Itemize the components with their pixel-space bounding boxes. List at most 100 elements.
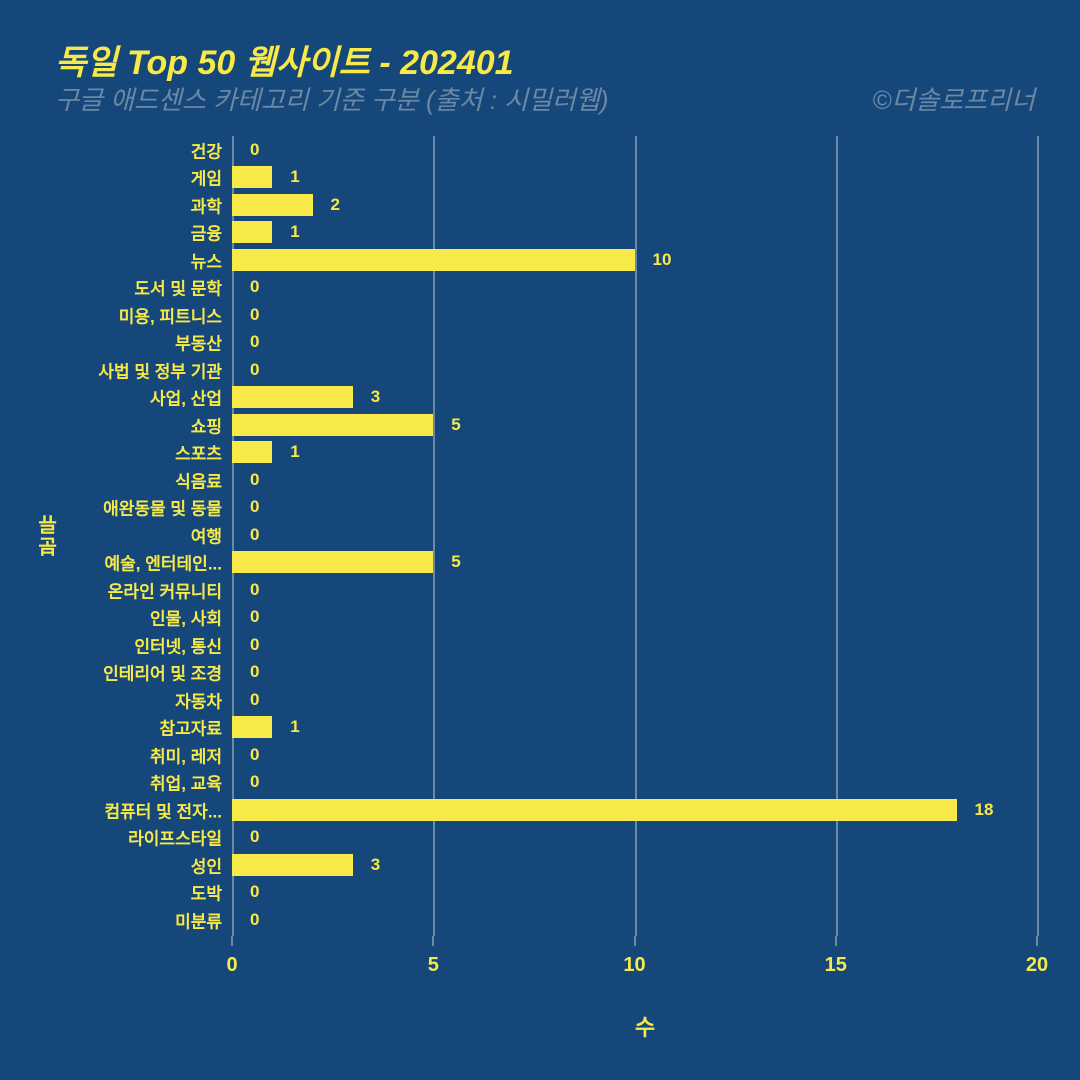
bar — [232, 386, 353, 408]
category-label: 쇼핑 — [191, 412, 222, 437]
x-tick-label: 0 — [226, 954, 237, 977]
value-label: 1 — [290, 167, 299, 187]
x-tick-mark — [231, 936, 233, 946]
category-label: 인물, 사회 — [150, 605, 222, 630]
value-label: 0 — [250, 662, 259, 682]
chart-row: 인테리어 및 조경0 — [232, 659, 1037, 687]
bar — [232, 441, 272, 463]
chart-row: 미용, 피트니스0 — [232, 301, 1037, 329]
value-label: 10 — [653, 250, 672, 270]
chart-row: 온라인 커뮤니티0 — [232, 576, 1037, 604]
chart-row: 스포츠1 — [232, 439, 1037, 467]
chart-row: 자동차0 — [232, 686, 1037, 714]
chart-row: 미분류0 — [232, 906, 1037, 934]
chart-row: 사법 및 정부 기관0 — [232, 356, 1037, 384]
category-label: 뉴스 — [191, 247, 222, 272]
x-axis-title: 수 — [635, 1010, 655, 1042]
category-label: 애완동물 및 동물 — [103, 495, 222, 520]
chart-row: 애완동물 및 동물0 — [232, 494, 1037, 522]
chart-row: 뉴스10 — [232, 246, 1037, 274]
category-label: 컴퓨터 및 전자... — [105, 797, 222, 822]
value-label: 3 — [371, 387, 380, 407]
value-label: 0 — [250, 140, 259, 160]
category-label: 사업, 산업 — [150, 385, 222, 410]
chart-row: 사업, 산업3 — [232, 384, 1037, 412]
value-label: 1 — [290, 222, 299, 242]
value-label: 0 — [250, 690, 259, 710]
x-tick-mark — [835, 936, 837, 946]
category-label: 라이프스타일 — [128, 825, 222, 850]
chart-row: 과학2 — [232, 191, 1037, 219]
value-label: 5 — [451, 415, 460, 435]
value-label: 3 — [371, 855, 380, 875]
category-label: 취미, 레저 — [150, 742, 222, 767]
chart-row: 건강0 — [232, 136, 1037, 164]
category-label: 금융 — [191, 220, 222, 245]
category-label: 게임 — [191, 165, 222, 190]
category-label: 자동차 — [175, 687, 222, 712]
category-label: 부동산 — [175, 330, 222, 355]
value-label: 0 — [250, 332, 259, 352]
x-tick-mark — [1036, 936, 1038, 946]
value-label: 0 — [250, 580, 259, 600]
value-label: 0 — [250, 745, 259, 765]
chart-row: 여행0 — [232, 521, 1037, 549]
category-label: 사법 및 정부 기관 — [98, 357, 222, 382]
chart-row: 취업, 교육0 — [232, 769, 1037, 797]
chart-row: 게임1 — [232, 164, 1037, 192]
category-label: 도서 및 문학 — [134, 275, 222, 300]
value-label: 1 — [290, 717, 299, 737]
bar — [232, 414, 433, 436]
value-label: 0 — [250, 910, 259, 930]
bar — [232, 854, 353, 876]
y-axis-title: 분류 — [35, 513, 64, 557]
gridline — [1037, 136, 1039, 936]
category-label: 건강 — [191, 137, 222, 162]
value-label: 0 — [250, 772, 259, 792]
bar — [232, 716, 272, 738]
chart-row: 금융1 — [232, 219, 1037, 247]
value-label: 0 — [250, 607, 259, 627]
chart-credit: ©더솔로프리너 — [872, 80, 1035, 117]
x-tick-label: 10 — [623, 954, 645, 977]
chart-row: 부동산0 — [232, 329, 1037, 357]
category-label: 과학 — [191, 192, 222, 217]
value-label: 1 — [290, 442, 299, 462]
chart-row: 도박0 — [232, 879, 1037, 907]
chart-row: 라이프스타일0 — [232, 824, 1037, 852]
value-label: 0 — [250, 470, 259, 490]
bar — [232, 799, 957, 821]
value-label: 0 — [250, 497, 259, 517]
bar — [232, 166, 272, 188]
category-label: 온라인 커뮤니티 — [108, 577, 222, 602]
chart-row: 쇼핑5 — [232, 411, 1037, 439]
category-label: 미분류 — [175, 907, 222, 932]
chart-title: 독일 Top 50 웹사이트 - 202401 — [55, 35, 514, 84]
category-label: 도박 — [191, 880, 222, 905]
x-tick-mark — [634, 936, 636, 946]
bar — [232, 249, 635, 271]
category-label: 여행 — [191, 522, 222, 547]
value-label: 0 — [250, 882, 259, 902]
x-axis: 05101520 — [232, 936, 1037, 966]
value-label: 0 — [250, 635, 259, 655]
bar — [232, 551, 433, 573]
value-label: 18 — [975, 800, 994, 820]
bar — [232, 221, 272, 243]
x-tick-label: 15 — [825, 954, 847, 977]
chart-row: 취미, 레저0 — [232, 741, 1037, 769]
value-label: 0 — [250, 277, 259, 297]
category-label: 성인 — [191, 852, 222, 877]
value-label: 0 — [250, 827, 259, 847]
category-label: 미용, 피트니스 — [119, 302, 222, 327]
chart-subtitle: 구글 애드센스 카테고리 기준 구분 (출처 : 시밀러웹) — [55, 80, 609, 117]
value-label: 5 — [451, 552, 460, 572]
chart-plot-area: 건강0게임1과학2금융1뉴스10도서 및 문학0미용, 피트니스0부동산0사법 … — [232, 136, 1037, 936]
chart-row: 식음료0 — [232, 466, 1037, 494]
value-label: 2 — [331, 195, 340, 215]
chart-row: 예술, 엔터테인...5 — [232, 549, 1037, 577]
x-tick-mark — [432, 936, 434, 946]
chart-row: 컴퓨터 및 전자...18 — [232, 796, 1037, 824]
category-label: 식음료 — [175, 467, 222, 492]
category-label: 인터넷, 통신 — [134, 632, 222, 657]
